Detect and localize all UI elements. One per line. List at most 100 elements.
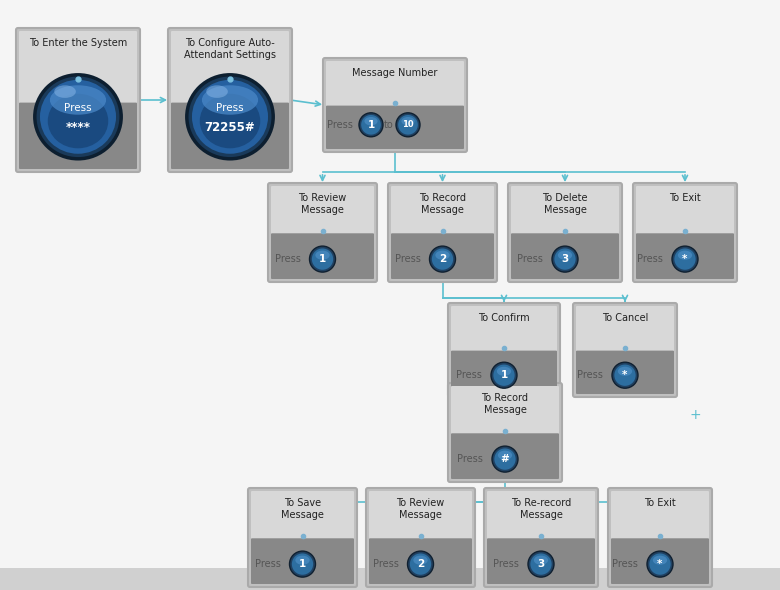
Circle shape — [495, 448, 516, 470]
FancyBboxPatch shape — [448, 383, 562, 482]
Ellipse shape — [653, 556, 667, 565]
Ellipse shape — [192, 80, 268, 154]
FancyBboxPatch shape — [251, 538, 354, 584]
Text: Press: Press — [517, 254, 543, 264]
FancyBboxPatch shape — [326, 106, 464, 149]
Text: To Configure Auto-
Attendant Settings: To Configure Auto- Attendant Settings — [184, 38, 276, 60]
Circle shape — [555, 248, 576, 270]
FancyBboxPatch shape — [611, 491, 709, 542]
FancyBboxPatch shape — [19, 103, 137, 169]
FancyBboxPatch shape — [573, 303, 677, 397]
FancyBboxPatch shape — [271, 233, 374, 279]
FancyBboxPatch shape — [268, 183, 377, 282]
Circle shape — [407, 551, 434, 577]
Ellipse shape — [618, 367, 632, 376]
Circle shape — [491, 362, 517, 388]
Text: 3: 3 — [562, 254, 569, 264]
Ellipse shape — [435, 251, 449, 260]
FancyBboxPatch shape — [487, 491, 595, 542]
FancyBboxPatch shape — [171, 31, 289, 106]
Text: *: * — [682, 254, 688, 264]
Ellipse shape — [678, 251, 692, 260]
FancyBboxPatch shape — [608, 488, 712, 587]
Text: To Cancel: To Cancel — [602, 313, 648, 323]
FancyBboxPatch shape — [508, 183, 622, 282]
Text: *: * — [622, 370, 628, 380]
Text: Press: Press — [254, 559, 281, 569]
Circle shape — [432, 248, 453, 270]
FancyBboxPatch shape — [366, 488, 475, 587]
FancyBboxPatch shape — [391, 186, 494, 237]
Text: Press: Press — [216, 103, 244, 113]
Circle shape — [361, 115, 381, 135]
FancyBboxPatch shape — [576, 306, 674, 355]
Circle shape — [398, 115, 418, 135]
Circle shape — [647, 551, 673, 577]
Ellipse shape — [200, 94, 261, 148]
Text: Message Number: Message Number — [353, 68, 438, 78]
Ellipse shape — [534, 556, 548, 565]
Text: To Review
Message: To Review Message — [299, 193, 346, 215]
FancyBboxPatch shape — [451, 350, 557, 394]
Text: 1: 1 — [501, 370, 508, 380]
Ellipse shape — [296, 556, 310, 565]
Ellipse shape — [202, 86, 258, 114]
Text: Press: Press — [493, 559, 519, 569]
Circle shape — [359, 113, 383, 137]
Text: Press: Press — [275, 254, 300, 264]
Text: To Enter the System: To Enter the System — [29, 38, 127, 48]
Ellipse shape — [413, 556, 427, 565]
Text: To Re-record
Message: To Re-record Message — [511, 498, 571, 520]
Text: 1: 1 — [367, 120, 374, 130]
FancyBboxPatch shape — [388, 183, 497, 282]
Ellipse shape — [48, 94, 108, 148]
Text: Press: Press — [612, 559, 638, 569]
FancyBboxPatch shape — [326, 61, 464, 110]
Circle shape — [410, 553, 431, 575]
Text: To Review
Message: To Review Message — [396, 498, 445, 520]
FancyBboxPatch shape — [448, 303, 560, 397]
Text: +: + — [690, 408, 700, 422]
FancyBboxPatch shape — [511, 233, 619, 279]
Text: To Record
Message: To Record Message — [481, 393, 529, 415]
Text: To Confirm: To Confirm — [478, 313, 530, 323]
FancyBboxPatch shape — [611, 538, 709, 584]
Text: To Delete
Message: To Delete Message — [542, 193, 588, 215]
Text: Press: Press — [373, 559, 399, 569]
FancyBboxPatch shape — [251, 491, 354, 542]
Text: to: to — [384, 120, 394, 130]
FancyBboxPatch shape — [19, 31, 137, 106]
FancyBboxPatch shape — [484, 488, 598, 587]
FancyBboxPatch shape — [576, 350, 674, 394]
FancyBboxPatch shape — [391, 233, 494, 279]
Text: Press: Press — [577, 370, 603, 380]
Ellipse shape — [40, 80, 116, 154]
FancyBboxPatch shape — [636, 186, 734, 237]
FancyBboxPatch shape — [16, 28, 140, 172]
Circle shape — [528, 551, 554, 577]
Ellipse shape — [498, 451, 512, 460]
Circle shape — [289, 551, 315, 577]
Text: Press: Press — [327, 120, 353, 130]
Circle shape — [292, 553, 313, 575]
Ellipse shape — [558, 251, 573, 260]
Ellipse shape — [206, 86, 228, 98]
Circle shape — [530, 553, 551, 575]
Text: To Exit: To Exit — [669, 193, 701, 203]
FancyBboxPatch shape — [451, 433, 559, 479]
FancyBboxPatch shape — [451, 306, 557, 355]
Text: Press: Press — [456, 370, 482, 380]
Text: 1: 1 — [299, 559, 306, 569]
Text: Press: Press — [64, 103, 92, 113]
Circle shape — [492, 446, 518, 472]
FancyBboxPatch shape — [271, 186, 374, 237]
FancyBboxPatch shape — [636, 233, 734, 279]
Text: ****: **** — [66, 121, 90, 134]
FancyBboxPatch shape — [171, 103, 289, 169]
Text: Press: Press — [395, 254, 420, 264]
Circle shape — [552, 246, 578, 272]
Circle shape — [612, 362, 638, 388]
Ellipse shape — [364, 117, 378, 126]
FancyBboxPatch shape — [369, 538, 472, 584]
Text: 2: 2 — [439, 254, 446, 264]
